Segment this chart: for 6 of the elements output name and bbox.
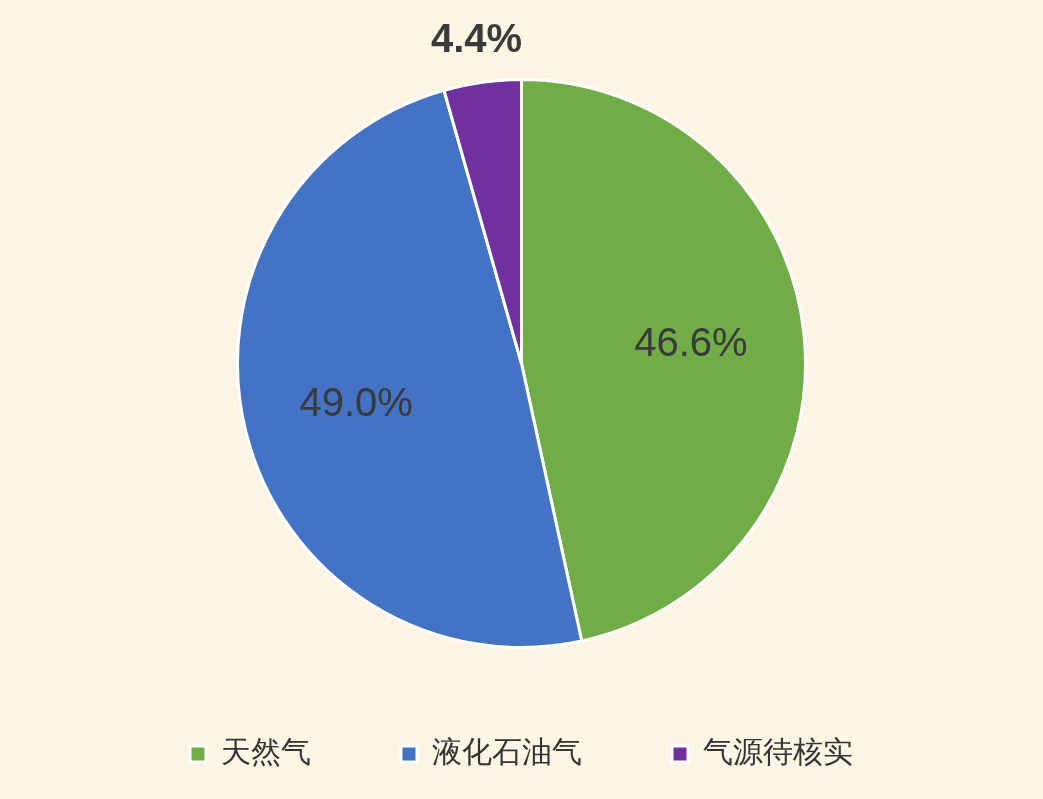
data-label: 4.4% <box>430 15 523 60</box>
legend-label: 天然气 <box>221 735 311 769</box>
data-label: 46.6% <box>634 320 748 365</box>
legend-label: 气源待核实 <box>703 735 853 769</box>
legend-label: 液化石油气 <box>432 735 582 769</box>
data-label: 49.0% <box>299 379 413 424</box>
